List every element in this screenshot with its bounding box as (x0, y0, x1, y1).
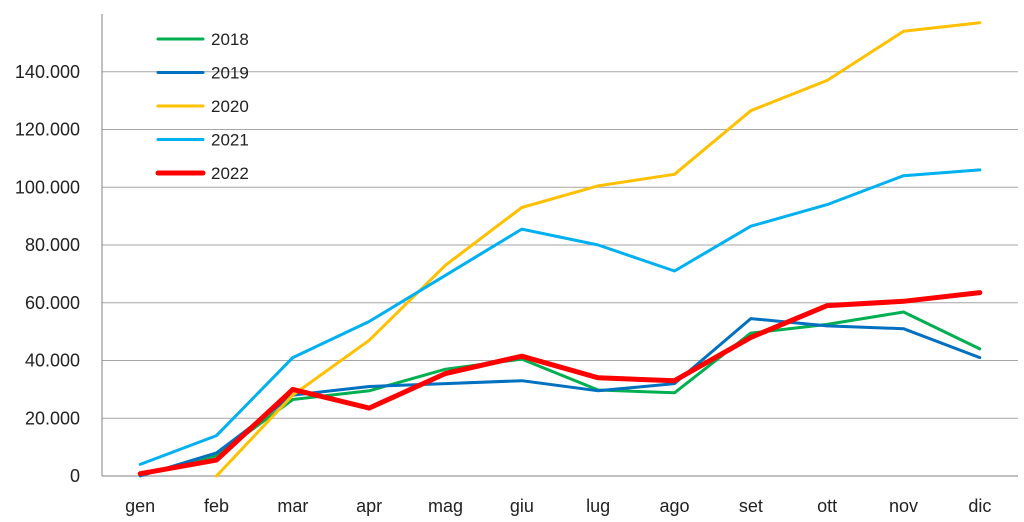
axes (101, 14, 1018, 477)
y-tick-label: 40.000 (25, 351, 80, 371)
y-tick-label: 140.000 (15, 62, 80, 82)
x-tick-label: giu (510, 496, 534, 516)
y-tick-labels: 0 20.000 40.000 60.000 80.000 100.000 120.000 1… (15, 62, 80, 486)
x-tick-label: feb (204, 496, 229, 516)
legend: 2018 2019 2020 2021 2022 (155, 30, 249, 183)
y-tick-label: 20.000 (25, 408, 80, 428)
legend-label-2020: 2020 (211, 97, 249, 116)
y-tick-label: 60.000 (25, 293, 80, 313)
x-tick-label: set (739, 496, 763, 516)
x-tick-label: dic (968, 496, 991, 516)
x-tick-label: lug (586, 496, 610, 516)
series-line-2020 (215, 21, 982, 478)
legend-label-2022: 2022 (211, 164, 249, 183)
legend-label-2021: 2021 (211, 131, 249, 150)
x-tick-label: ott (817, 496, 837, 516)
x-tick-label: mar (277, 496, 308, 516)
x-tick-labels: gen feb mar apr mag giu lug ago set ott nov dic (125, 496, 991, 516)
x-tick-label: apr (356, 496, 382, 516)
series-line-2021 (138, 168, 982, 466)
series-line-2018 (138, 310, 982, 477)
legend-label-2018: 2018 (211, 30, 249, 49)
series-lines (137, 21, 983, 478)
series-line-2022 (137, 290, 983, 477)
grid-lines (102, 71, 1018, 419)
legend-label-2019: 2019 (211, 64, 249, 83)
x-tick-label: nov (889, 496, 918, 516)
series-line-2019 (138, 317, 982, 478)
x-tick-label: mag (428, 496, 463, 516)
x-tick-label: ago (659, 496, 689, 516)
y-tick-label: 120.000 (15, 120, 80, 140)
y-tick-label: 100.000 (15, 177, 80, 197)
y-tick-label: 80.000 (25, 235, 80, 255)
x-tick-label: gen (125, 496, 155, 516)
y-tick-label: 0 (70, 466, 80, 486)
